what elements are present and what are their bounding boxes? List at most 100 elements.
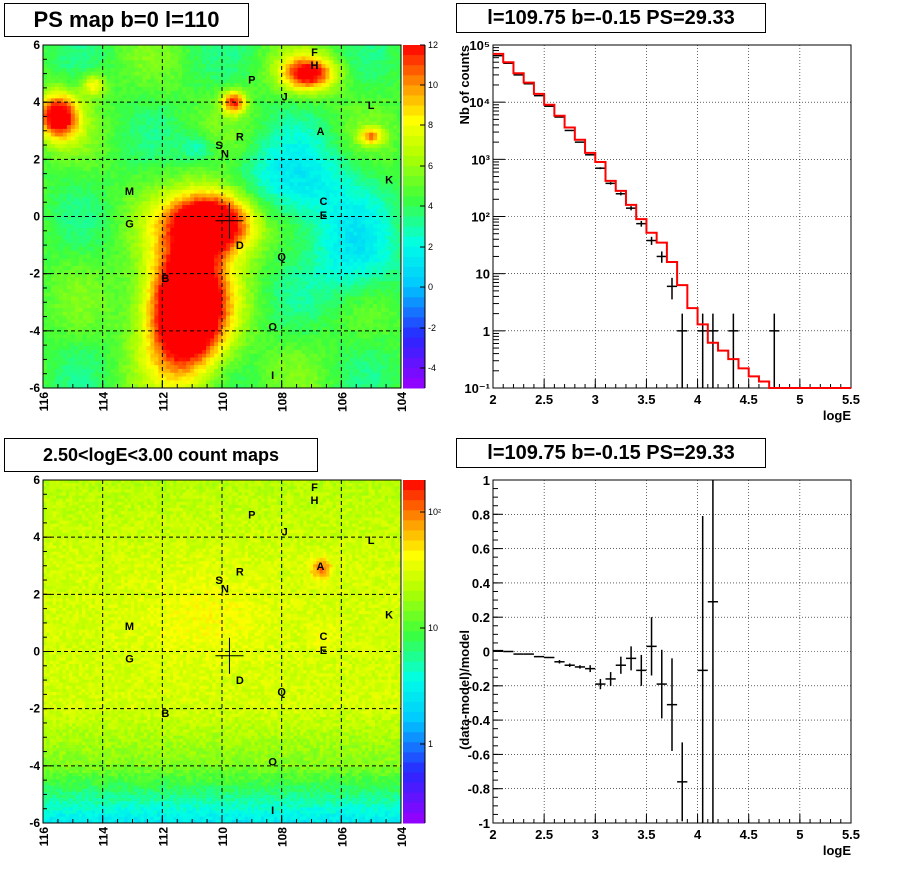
x-tick-label: 106 <box>335 392 349 412</box>
y-tick-label: -0.2 <box>468 679 490 694</box>
y-tick-label: 4 <box>33 95 40 109</box>
colorbar-tick-label: 4 <box>428 201 433 211</box>
source-label-A: A <box>316 561 324 573</box>
y-tick-label: -0.6 <box>468 747 490 762</box>
x-tick-label: 114 <box>97 392 111 412</box>
count-map-panel: 2.50<logE<3.00 count maps 116 114 112 110 10… <box>0 435 449 871</box>
heatmap-cells <box>43 480 402 824</box>
y-tick-label: 2 <box>33 152 40 166</box>
colorbar-tick-label: -4 <box>428 363 436 373</box>
source-label-B: B <box>161 708 169 720</box>
residual-series <box>493 480 719 823</box>
y-tick-label: 10³ <box>471 152 490 167</box>
source-label-K: K <box>385 609 393 621</box>
source-label-E: E <box>320 210 327 222</box>
colorbar-tick-label: 12 <box>428 40 438 50</box>
y-tick-label: -0.4 <box>468 713 491 728</box>
y-tick-label: -0.8 <box>468 782 490 797</box>
x-tick-label: 106 <box>335 827 349 847</box>
residuals-chart: 2 2.5 3 3.5 4 4.5 5 5.5 1 0.8 0.6 0.4 0.2 0 -0.2 -0.4 -0… <box>457 473 860 858</box>
x-tick-label: 110 <box>216 827 230 847</box>
plot-frame <box>492 44 852 389</box>
colorbar-tick-label: 0 <box>428 282 433 292</box>
y-tick-label: -6 <box>29 381 40 395</box>
spectrum-title: l=109.75 b=-0.15 PS=29.33 <box>456 3 766 33</box>
y-tick-label: -6 <box>29 816 40 830</box>
source-label-D: D <box>236 240 244 252</box>
x-tick-label: 4 <box>694 392 702 407</box>
colorbar-tick-label: 10 <box>428 80 438 90</box>
x-tick-label: 112 <box>156 392 170 412</box>
colorbar-tick-label: 10² <box>428 507 441 517</box>
x-tick-label: 3 <box>592 827 599 842</box>
map-grid <box>43 480 401 823</box>
x-tick-label: 110 <box>216 392 230 412</box>
source-label-F: F <box>311 47 318 59</box>
x-tick-label: 108 <box>276 392 290 412</box>
x-tick-label: 3 <box>592 392 599 407</box>
x-tick-label: 3.5 <box>637 827 655 842</box>
colorbar-tick-label: 10 <box>428 623 438 633</box>
x-tick-label: 104 <box>395 827 409 847</box>
y-tick-label: 6 <box>33 38 40 52</box>
y-tick-label: 1 <box>483 473 490 488</box>
y-tick-label: 4 <box>33 530 40 544</box>
source-label-E: E <box>320 645 327 657</box>
x-tick-label: 116 <box>37 392 51 412</box>
source-label-I: I <box>271 370 274 382</box>
source-label-Q: Q <box>277 252 286 264</box>
x-tick-label: 5 <box>796 392 803 407</box>
model-histogram <box>493 52 851 389</box>
spectrum-grid <box>493 45 851 388</box>
source-label-N: N <box>221 584 229 596</box>
y-tick-label: 6 <box>33 473 40 487</box>
y-tick-label: 0 <box>33 645 40 659</box>
source-label-D: D <box>236 675 244 687</box>
y-tick-label: -4 <box>29 324 40 338</box>
y-tick-label: 0.6 <box>472 542 490 557</box>
y-tick-label: 1 <box>483 324 490 339</box>
source-label-Q: Q <box>277 687 286 699</box>
source-label-N: N <box>221 149 229 161</box>
source-label-O: O <box>268 322 277 334</box>
source-label-G: G <box>125 219 134 231</box>
y-tick-label: 10⁴ <box>469 95 490 110</box>
ps-map-panel: PS map b=0 l=110 116 114 112 110 108 106 104 6 4… <box>0 0 449 435</box>
source-label-G: G <box>125 654 134 666</box>
x-tick-label: 114 <box>97 827 111 847</box>
source-label-P: P <box>248 74 255 86</box>
source-label-C: C <box>319 196 327 208</box>
x-tick-label: 2.5 <box>535 392 553 407</box>
source-label-R: R <box>236 131 244 143</box>
y-tick-label: 10 <box>476 267 490 282</box>
source-label-B: B <box>161 273 169 285</box>
y-axis-title: Nb of counts <box>457 45 472 124</box>
x-tick-label: 2 <box>489 827 496 842</box>
source-label-M: M <box>125 621 134 633</box>
colorbar <box>403 45 425 389</box>
source-label-L: L <box>368 100 375 112</box>
source-label-M: M <box>125 186 134 198</box>
y-tick-label: -2 <box>29 702 40 716</box>
source-label-R: R <box>236 566 244 578</box>
colorbar-tick-label: -2 <box>428 323 436 333</box>
colorbar-tick-label: 2 <box>428 242 433 252</box>
x-tick-label: 5.5 <box>842 392 860 407</box>
count-map-title: 2.50<logE<3.00 count maps <box>4 438 318 472</box>
colorbar-tick-label: 1 <box>428 739 433 749</box>
plot-frame <box>492 479 852 824</box>
x-axis-title: logE <box>823 843 851 858</box>
y-tick-label: 0 <box>483 645 490 660</box>
source-label-O: O <box>268 757 277 769</box>
ps-map-chart: 116 114 112 110 108 106 1046420-2-4-6FHPJLARSN… <box>29 38 438 412</box>
source-label-J: J <box>282 91 288 103</box>
x-tick-label: 2.5 <box>535 827 553 842</box>
x-tick-label: 2 <box>489 392 496 407</box>
x-tick-label: 104 <box>395 392 409 412</box>
colorbar <box>403 480 425 824</box>
source-label-F: F <box>311 482 318 494</box>
source-label-H: H <box>311 60 319 72</box>
residual-grid <box>493 480 851 823</box>
spectrum-chart: 2 2.5 3 3.5 4 4.5 5 5.5 10⁵ 10⁴ 10³ 10² 10 1 10⁻¹ logE N… <box>457 38 860 423</box>
x-tick-label: 5 <box>796 827 803 842</box>
